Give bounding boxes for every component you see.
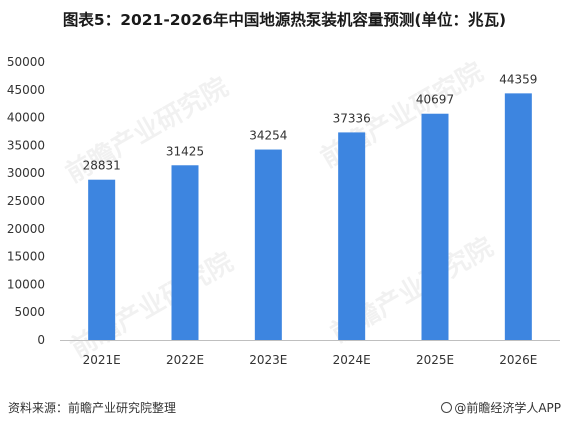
data-label: 28831 — [83, 159, 121, 173]
y-tick-label: 40000 — [7, 111, 45, 125]
y-tick-label: 0 — [37, 333, 45, 347]
brand-text: @前瞻经济学人APP — [454, 401, 561, 415]
data-label: 44359 — [499, 72, 537, 86]
data-label: 31425 — [166, 144, 204, 158]
bar — [338, 132, 366, 340]
bar — [254, 149, 282, 340]
y-tick-label: 45000 — [7, 83, 45, 97]
data-label: 37336 — [333, 111, 371, 125]
data-label: 40697 — [416, 93, 454, 107]
x-tick-label: 2025E — [416, 353, 454, 367]
y-tick-label: 50000 — [7, 55, 45, 69]
y-tick-label: 30000 — [7, 166, 45, 180]
x-tick-label: 2026E — [499, 353, 537, 367]
bar — [421, 113, 449, 341]
data-label: 34254 — [249, 129, 287, 143]
x-tick-label: 2022E — [166, 353, 204, 367]
source-note: 资料来源：前瞻产业研究院整理 — [8, 401, 177, 415]
y-tick-label: 35000 — [7, 138, 45, 152]
x-tick-label: 2024E — [333, 353, 371, 367]
brand-label: @前瞻经济学人APP — [441, 399, 561, 416]
bar — [88, 179, 116, 340]
y-tick-label: 5000 — [14, 305, 45, 319]
bar — [504, 93, 532, 341]
y-tick-label: 20000 — [7, 222, 45, 236]
brand-logo-icon — [441, 402, 453, 413]
y-tick-label: 25000 — [7, 194, 45, 208]
x-tick-label: 2021E — [83, 353, 121, 367]
y-tick-label: 10000 — [7, 277, 45, 291]
y-tick-label: 15000 — [7, 250, 45, 264]
x-tick-label: 2023E — [249, 353, 287, 367]
chart-title: 图表5：2021-2026年中国地源热泵装机容量预测(单位：兆瓦) — [62, 11, 507, 29]
bar — [171, 165, 199, 340]
